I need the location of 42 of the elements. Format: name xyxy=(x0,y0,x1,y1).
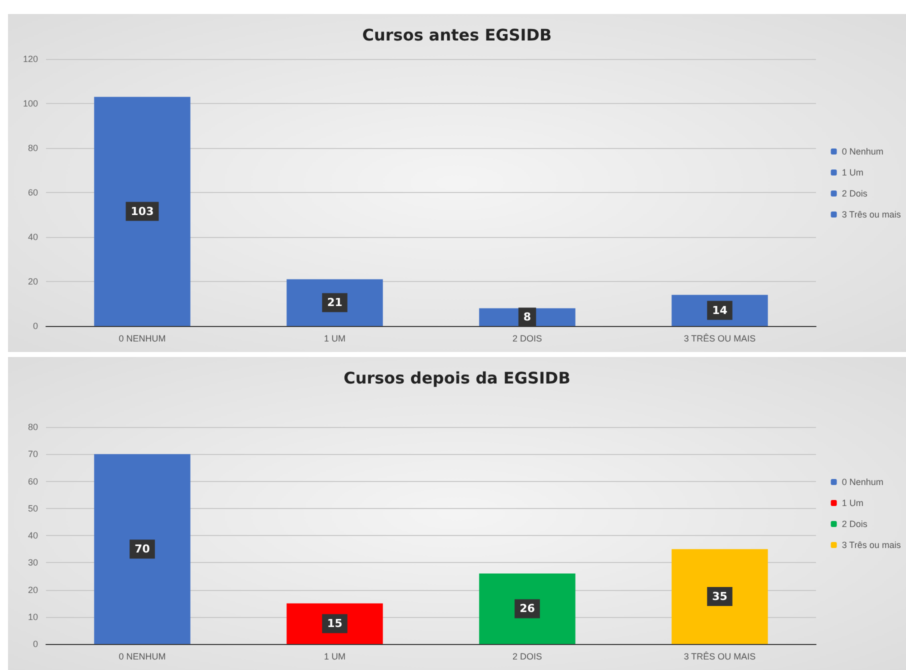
y-tick-label: 0 xyxy=(32,639,38,649)
data-label: 15 xyxy=(327,617,342,630)
data-label: 21 xyxy=(327,296,342,310)
x-tick-label: 1 UM xyxy=(324,652,346,662)
x-tick-label: 1 UM xyxy=(324,334,346,344)
x-tick-label: 0 NENHUM xyxy=(118,334,166,344)
y-tick-label: 70 xyxy=(28,449,38,460)
y-tick-label: 60 xyxy=(28,188,38,198)
x-tick-label: 3 TRÊS OU MAIS xyxy=(684,652,756,662)
y-tick-label: 30 xyxy=(28,558,38,568)
y-tick-label: 40 xyxy=(28,232,38,242)
legend-label: 0 Nenhum xyxy=(842,477,884,487)
y-tick-label: 60 xyxy=(28,476,38,486)
legend-label: 2 Dois xyxy=(842,519,868,529)
y-tick-label: 0 xyxy=(32,321,38,331)
chart-title: Cursos depois da EGSIDB xyxy=(344,368,570,388)
y-tick-label: 40 xyxy=(28,530,38,540)
y-tick-label: 50 xyxy=(28,503,38,514)
y-tick-label: 100 xyxy=(22,98,38,108)
x-tick-label: 2 DOIS xyxy=(512,334,542,344)
y-tick-label: 10 xyxy=(28,612,38,622)
data-label: 103 xyxy=(130,204,154,218)
y-tick-label: 20 xyxy=(28,584,38,595)
data-label: 14 xyxy=(712,304,728,317)
legend-label: 0 Nenhum xyxy=(842,146,884,156)
y-tick-label: 80 xyxy=(28,143,38,153)
legend-label: 3 Três ou mais xyxy=(842,210,902,220)
data-label: 35 xyxy=(712,590,728,604)
y-tick-label: 80 xyxy=(28,422,38,432)
x-tick-label: 0 NENHUM xyxy=(118,652,166,662)
legend-label: 3 Três ou mais xyxy=(842,540,902,550)
legend-label: 1 Um xyxy=(842,168,864,178)
legend-label: 2 Dois xyxy=(842,188,868,198)
data-label: 8 xyxy=(523,310,532,324)
data-label: 26 xyxy=(520,602,536,616)
legend-label: 1 Um xyxy=(842,498,864,508)
y-tick-label: 20 xyxy=(28,276,38,286)
x-tick-label: 3 TRÊS OU MAIS xyxy=(684,334,756,344)
x-tick-label: 2 DOIS xyxy=(512,652,542,662)
y-tick-label: 120 xyxy=(22,54,38,64)
chart-title: Cursos antes EGSIDB xyxy=(362,26,552,44)
data-label: 70 xyxy=(134,542,150,556)
